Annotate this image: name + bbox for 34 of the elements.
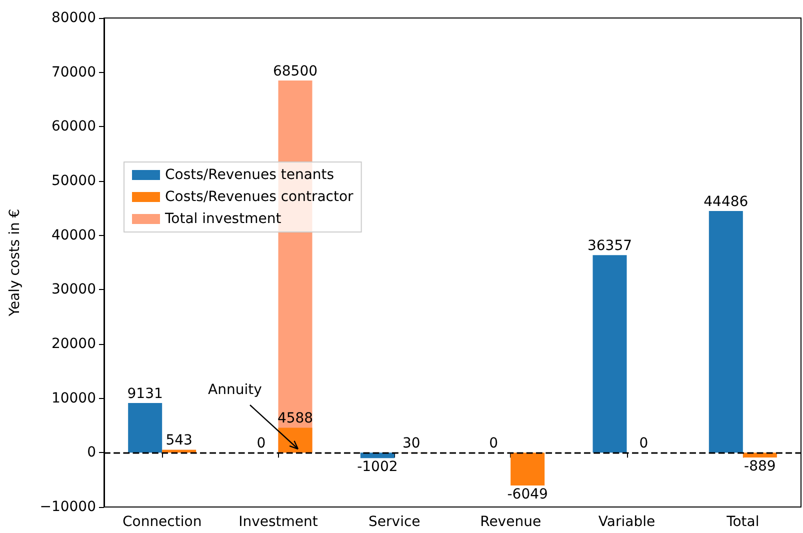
data-label: -889 [744, 458, 776, 474]
data-label: 0 [639, 436, 648, 452]
y-tick-label: 50000 [51, 173, 96, 189]
x-tick-label: Connection [122, 514, 202, 530]
data-label: 36357 [587, 238, 632, 254]
data-label: 68500 [272, 63, 318, 80]
y-tick-label: 30000 [51, 282, 96, 298]
y-tick-label: 20000 [51, 336, 96, 352]
x-tick-label: Total [726, 514, 760, 530]
y-tick-label: 10000 [51, 390, 96, 406]
data-label: 0 [489, 436, 498, 452]
x-tick-label: Variable [598, 514, 656, 530]
legend-label: Total investment [164, 211, 282, 227]
y-axis-title: Yealy costs in € [7, 208, 23, 318]
x-tick-label: Service [368, 514, 420, 530]
data-label: 9131 [127, 386, 163, 402]
x-tick-label: Investment [238, 514, 318, 530]
data-label: 4588 [277, 410, 314, 427]
data-label: 30 [402, 436, 420, 452]
data-label: -1002 [357, 459, 398, 476]
y-tick-label: 80000 [51, 10, 96, 26]
y-tick-label: 70000 [51, 64, 96, 80]
y-tick-label: 0 [87, 444, 96, 461]
data-label: 543 [166, 432, 192, 449]
y-tick-label: −10000 [40, 499, 96, 515]
legend-label: Costs/Revenues tenants [165, 167, 334, 183]
y-tick-label: 60000 [51, 118, 96, 135]
x-tick-label: Revenue [480, 514, 542, 530]
data-label: -6049 [507, 486, 548, 503]
data-label: 0 [256, 436, 266, 452]
y-tick-label: 40000 [51, 227, 96, 244]
data-label: 44486 [704, 194, 748, 210]
legend-label: Costs/Revenues contractor [165, 189, 354, 205]
annotation: Annuity [208, 382, 262, 398]
